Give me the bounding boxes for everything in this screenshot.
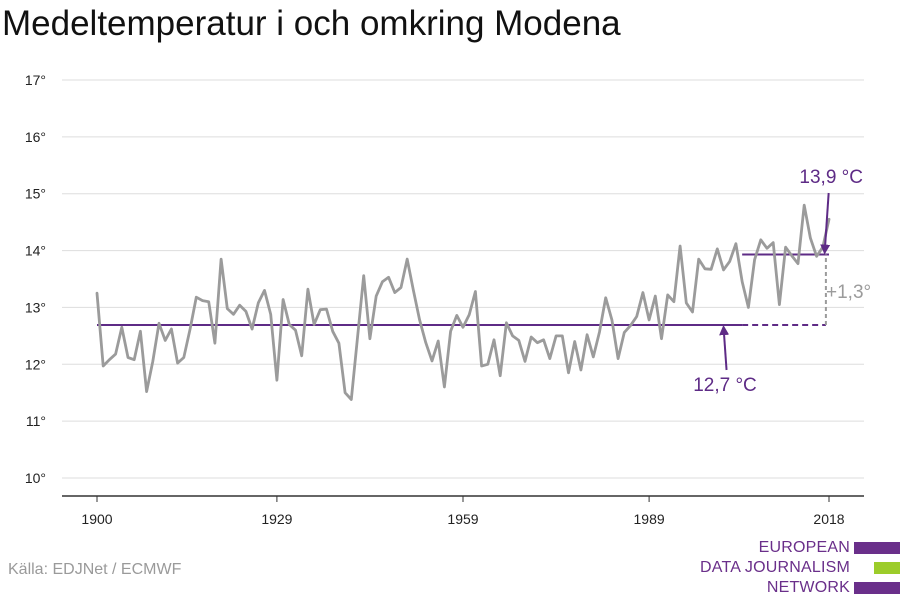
x-axis: 1900 1929 1959 1989 2018: [62, 495, 864, 527]
gridlines: [62, 79, 864, 479]
edjnet-logo: EUROPEAN DATA JOURNALISM NETWORK: [700, 538, 900, 598]
x-tick-label: 1900: [81, 511, 112, 527]
annotation-difference: +1,3°: [826, 282, 871, 303]
x-tick-label: 1959: [447, 511, 478, 527]
y-tick-label: 10°: [25, 470, 46, 486]
x-tick-label: 2018: [813, 511, 844, 527]
logo-bar-3: [854, 582, 900, 594]
logo-bar-2: [874, 562, 900, 574]
x-tick-label: 1989: [634, 511, 665, 527]
reference-lines: [97, 253, 829, 327]
series-group: [95, 203, 831, 401]
y-axis-tick-labels: 10° 11° 12° 13° 14° 15° 16° 17°: [25, 72, 46, 486]
y-tick-label: 15°: [25, 186, 46, 202]
annotation-early-average: 12,7 °C: [693, 375, 757, 396]
annotations: 13,9 °C 12,7 °C +1,3°: [693, 167, 871, 396]
series-line: [95, 203, 831, 401]
y-tick-label: 17°: [25, 72, 46, 88]
annotation-arrow-recent: [820, 192, 831, 255]
source-note: Källa: EDJNet / ECMWF: [8, 561, 182, 578]
y-tick-label: 16°: [25, 129, 46, 145]
annotation-arrow-early: [719, 325, 730, 371]
logo-text-line-2: DATA JOURNALISM: [700, 559, 850, 576]
chart-title: Medeltemperatur i och omkring Modena: [2, 4, 621, 43]
annotation-recent-average: 13,9 °C: [799, 167, 863, 188]
y-tick-label: 11°: [26, 413, 46, 429]
logo-text-line-1: EUROPEAN: [758, 539, 850, 556]
y-tick-label: 13°: [25, 299, 46, 315]
x-tick-label: 1929: [261, 511, 292, 527]
y-tick-label: 14°: [25, 243, 46, 259]
logo-text-line-3: NETWORK: [766, 579, 850, 596]
logo-bar-1: [854, 542, 900, 554]
y-tick-label: 12°: [25, 356, 46, 372]
